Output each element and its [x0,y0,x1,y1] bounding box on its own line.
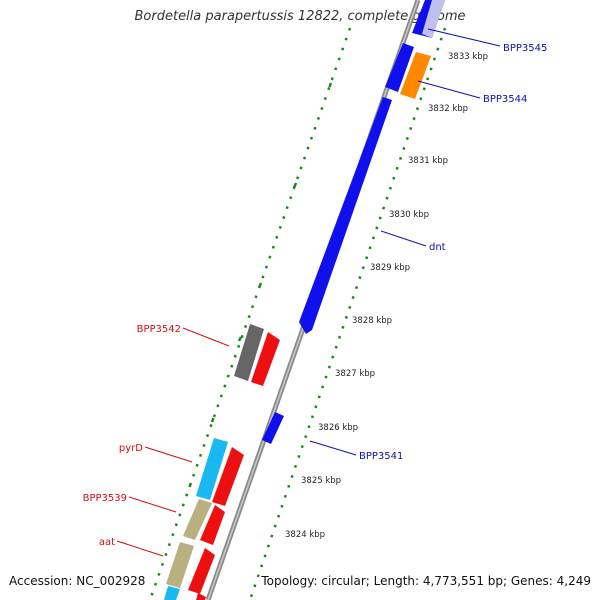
outer-dotted-ring [148,27,352,600]
gene-aat[interactable] [166,542,194,588]
scale-label: 3829 kbp [370,263,410,273]
gene-bpp3541[interactable] [262,412,284,444]
gene-bpp3539[interactable] [183,499,212,540]
gene-red-2[interactable] [200,505,225,545]
gene-label-bpp3542[interactable]: BPP3542 [137,324,181,335]
gene-red-1[interactable] [212,447,244,506]
gene-bpp3542[interactable] [251,332,280,386]
scale-label: 3827 kbp [335,369,375,379]
gene-cyan-bottom[interactable] [164,586,180,600]
gene-label-bpp3541[interactable]: BPP3541 [359,451,403,462]
gene-bpp3544[interactable] [400,52,431,99]
scale-label: 3824 kbp [285,530,325,540]
gene-dnt[interactable] [299,97,392,334]
outer-ring-ticks [188,82,333,488]
genome-summary-text: Topology: circular; Length: 4,773,551 bp… [261,574,591,588]
map-title: Bordetella parapertussis 12822, complete… [134,9,466,24]
gene-bpp3545-shade [422,0,445,38]
inner-scale-ring [248,27,447,600]
scale-label: 3833 kbp [448,52,488,62]
accession-text: Accession: NC_002928 [9,574,146,588]
gene-bpp3544-blue[interactable] [385,43,414,92]
scale-labels: 3833 kbp 3832 kbp 3831 kbp 3830 kbp 3829… [285,52,488,540]
gene-label-bpp3544[interactable]: BPP3544 [483,94,527,105]
label-leaders [116,28,501,557]
gene-red-3[interactable] [188,548,215,594]
gene-label-pyrD[interactable]: pyrD [119,443,143,454]
gene-bpp3542-gray[interactable] [234,324,264,381]
gene-label-dnt[interactable]: dnt [429,242,446,253]
scale-label: 3825 kbp [301,476,341,486]
scale-label: 3826 kbp [318,423,358,433]
gene-pyrD[interactable] [196,438,228,500]
scale-label: 3832 kbp [428,104,468,114]
scale-label: 3830 kbp [389,210,429,220]
gene-label-bpp3539[interactable]: BPP3539 [83,493,127,504]
gene-labels: BPP3545 BPP3544 dnt BPP3542 BPP3541 pyrD… [83,43,548,548]
scale-label: 3831 kbp [408,156,448,166]
gene-label-bpp3545[interactable]: BPP3545 [503,43,547,54]
gene-label-aat[interactable]: aat [99,537,115,548]
gene-red-bottom[interactable] [196,593,206,600]
scale-label: 3828 kbp [352,316,392,326]
